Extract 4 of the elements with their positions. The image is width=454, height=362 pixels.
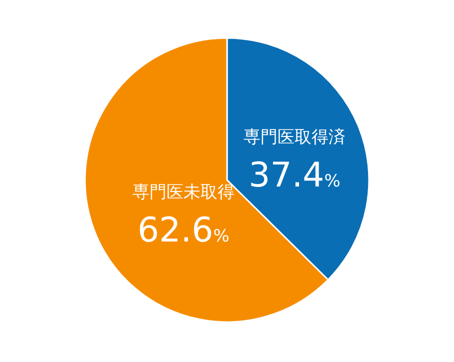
data-label: 37.4%: [248, 156, 340, 196]
slice-label: 専門医取得済: [244, 128, 346, 148]
data-label: 62.6%: [138, 210, 230, 250]
slice-label: 専門医未取得: [132, 182, 234, 202]
